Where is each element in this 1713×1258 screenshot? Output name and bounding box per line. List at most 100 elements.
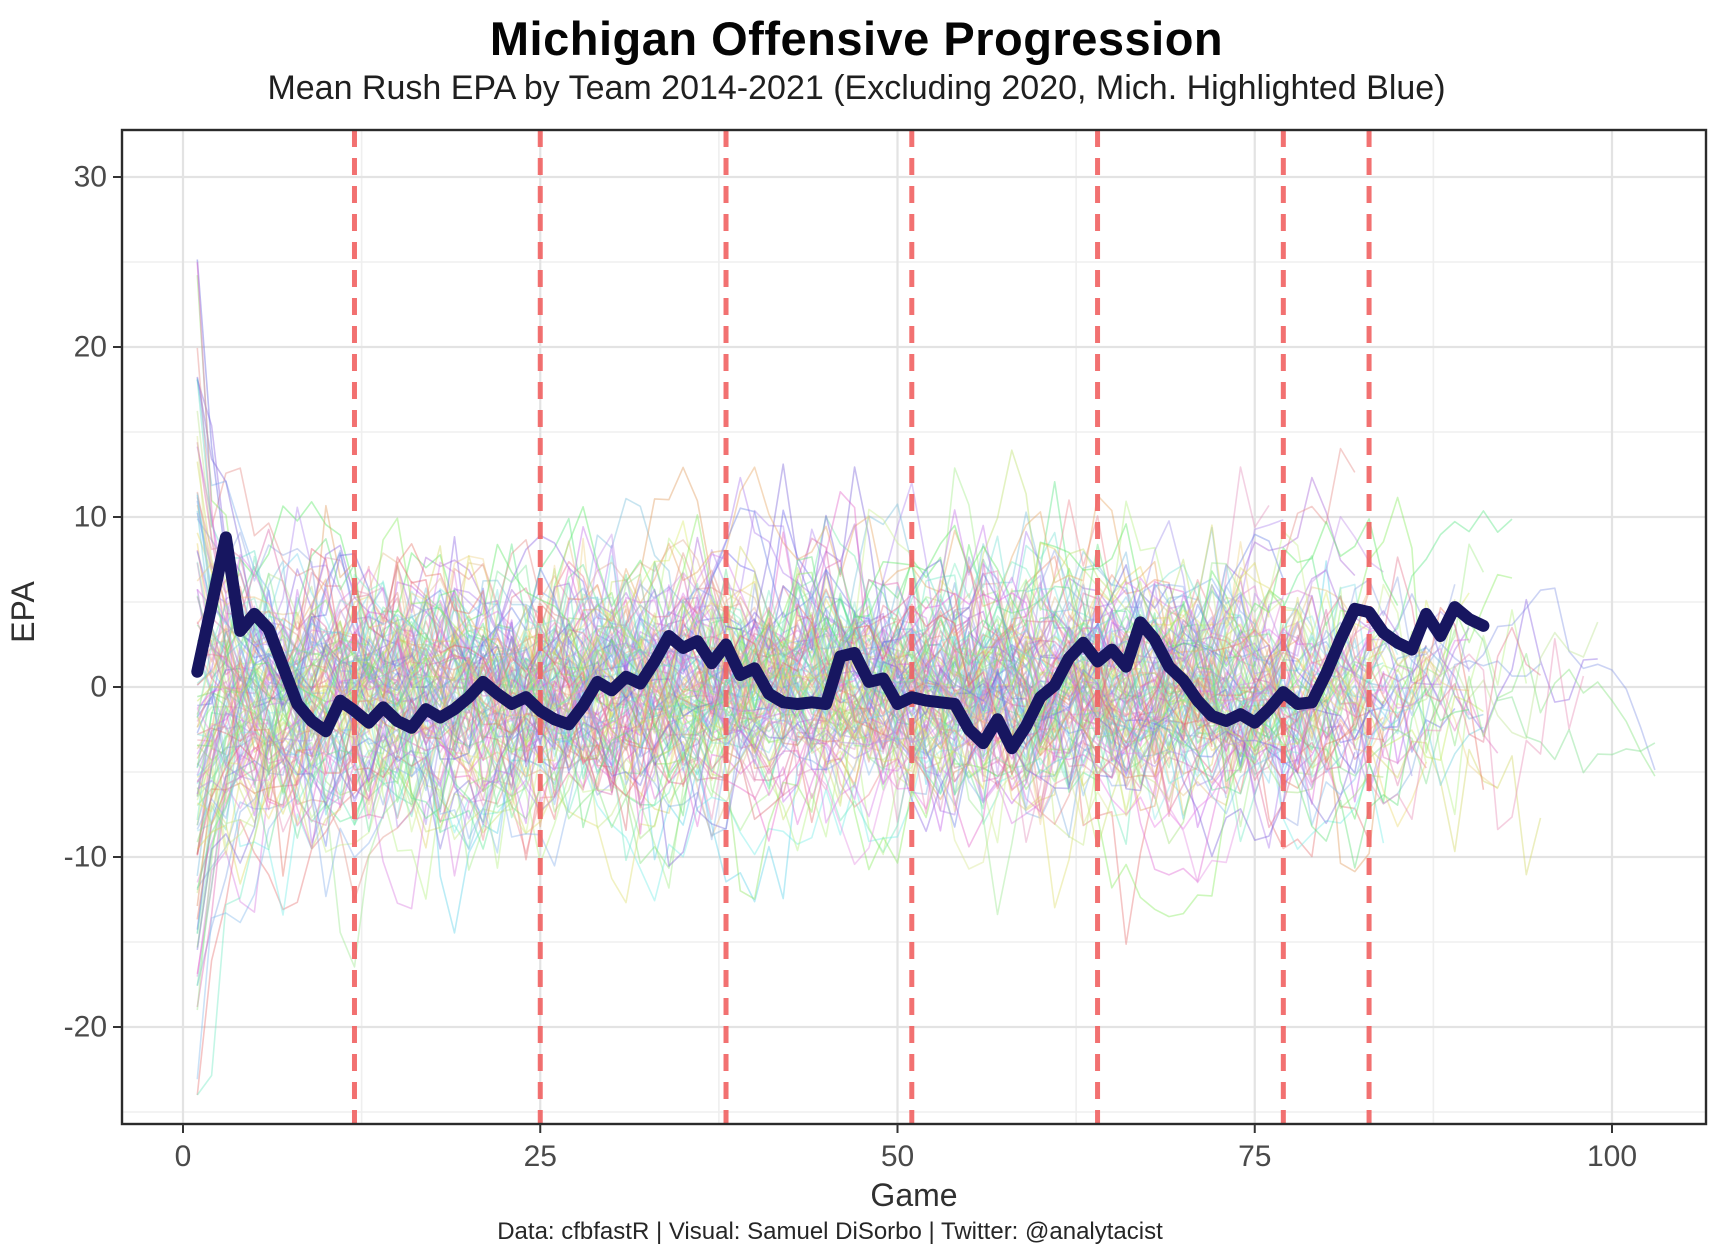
team-line [196, 435, 1284, 870]
team-line [197, 540, 1370, 806]
team-line [196, 549, 1456, 889]
season-boundary-lines [351, 130, 1372, 1124]
team-line [196, 671, 1227, 986]
team-line [196, 618, 1284, 806]
team-line [196, 586, 1456, 804]
team-line [196, 446, 1442, 832]
team-line [196, 507, 1285, 847]
y-axis-title: EPA [5, 581, 41, 643]
team-line [197, 616, 1227, 774]
team-line [196, 497, 1356, 791]
team-line [196, 539, 1285, 751]
team-line [196, 504, 1242, 849]
team-line [196, 524, 1270, 885]
team-line [196, 651, 1342, 883]
team-line [196, 563, 1213, 890]
team-line [196, 638, 1356, 883]
team-line [196, 499, 1256, 855]
team-line [196, 573, 1256, 894]
team-line [196, 481, 1284, 829]
team-line [196, 569, 1470, 756]
axis-ticks [113, 176, 1613, 1133]
team-line [196, 653, 1342, 850]
team-line [196, 570, 1585, 833]
team-line [196, 560, 1399, 934]
team-line [196, 567, 1342, 909]
team-line [196, 379, 1313, 773]
team-line [196, 605, 1213, 826]
team-line [196, 583, 1542, 768]
team-line [196, 531, 1427, 795]
y-tick-label: 0 [90, 671, 107, 704]
team-line [196, 378, 1284, 738]
x-axis-title: Game [870, 1177, 957, 1213]
team-line [196, 583, 1442, 898]
team-line [197, 518, 1399, 747]
team-line [196, 551, 1299, 773]
team-line [196, 591, 1342, 854]
team-line [196, 562, 1499, 799]
team-line [196, 548, 1213, 855]
team-line [196, 516, 1213, 987]
team-line [196, 518, 1456, 827]
x-tick-label: 0 [175, 1140, 192, 1173]
y-tick-label: 30 [74, 161, 107, 194]
team-line [196, 516, 1384, 800]
team-line [196, 543, 1485, 920]
x-tick-label: 100 [1587, 1140, 1637, 1173]
team-line [196, 466, 1313, 747]
team-line [196, 630, 1313, 831]
team-line [197, 476, 1342, 849]
team-line [196, 543, 1327, 776]
team-line [196, 551, 1227, 877]
team-line [196, 610, 1370, 1096]
gridlines-minor [122, 130, 1706, 1124]
team-line [196, 501, 1413, 820]
team-line [196, 553, 1412, 824]
team-line [196, 564, 1270, 807]
team-line [196, 275, 1513, 918]
team-line [196, 410, 1599, 756]
team-line [196, 562, 1342, 1011]
team-line [196, 476, 1356, 717]
team-line [196, 564, 1384, 798]
team-line [196, 500, 1656, 796]
team-line [196, 552, 1270, 901]
team-line [196, 508, 1427, 853]
team-line [197, 556, 1541, 786]
team-line [196, 558, 1213, 1008]
team-line [196, 509, 1313, 825]
team-line [196, 555, 1370, 740]
team-line [196, 625, 1385, 782]
team-line [196, 623, 1284, 934]
chart-title: Michigan Offensive Progression [489, 12, 1224, 65]
team-line [196, 461, 1542, 876]
chart-caption: Data: cfbfastR | Visual: Samuel DiSorbo … [497, 1218, 1163, 1245]
team-line [196, 655, 1356, 951]
team-line [197, 638, 1356, 749]
team-line [196, 594, 1285, 975]
team-line [196, 500, 1528, 900]
team-line [196, 262, 1370, 849]
team-line [196, 347, 1356, 825]
team-line [196, 614, 1399, 832]
team-line [196, 442, 1356, 796]
team-line [196, 582, 1484, 826]
team-line [196, 493, 1427, 784]
x-tick-label: 75 [1238, 1140, 1271, 1173]
team-line [196, 681, 1385, 907]
team-line [196, 466, 1270, 843]
x-tick-label: 25 [524, 1140, 557, 1173]
team-line [196, 466, 1427, 873]
panel-border [120, 128, 1708, 1126]
team-line [196, 497, 1370, 759]
team-line [196, 562, 1470, 769]
team-line [196, 520, 1413, 826]
team-line [196, 552, 1299, 838]
team-line [196, 598, 1313, 775]
team-line [196, 449, 1285, 798]
team-line [197, 555, 1227, 785]
background-team-lines [196, 259, 1656, 1096]
